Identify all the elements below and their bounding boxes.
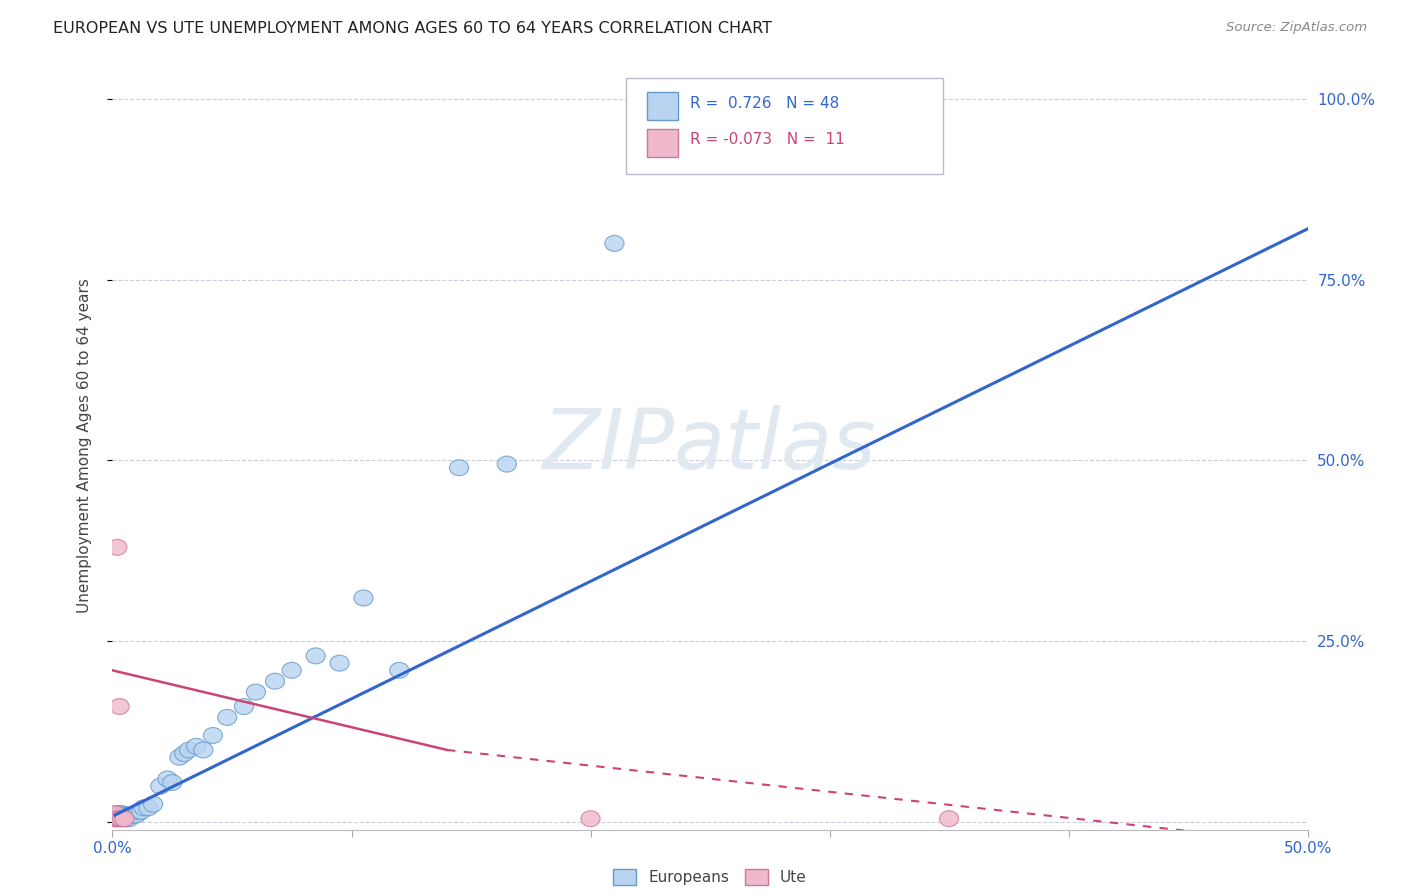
Ellipse shape [163, 774, 181, 790]
Ellipse shape [108, 811, 127, 827]
Ellipse shape [105, 808, 125, 824]
Ellipse shape [266, 673, 284, 690]
Ellipse shape [115, 807, 134, 823]
Ellipse shape [354, 590, 373, 606]
Ellipse shape [605, 235, 624, 252]
Ellipse shape [939, 811, 959, 827]
Ellipse shape [117, 807, 136, 823]
Text: ZIPatlas: ZIPatlas [543, 406, 877, 486]
Y-axis label: Unemployment Among Ages 60 to 64 years: Unemployment Among Ages 60 to 64 years [77, 278, 91, 614]
Ellipse shape [112, 811, 132, 827]
Ellipse shape [105, 808, 125, 824]
Text: R = -0.073   N =  11: R = -0.073 N = 11 [690, 132, 845, 147]
Ellipse shape [581, 811, 600, 827]
Ellipse shape [246, 684, 266, 700]
Ellipse shape [235, 698, 253, 714]
Ellipse shape [132, 804, 150, 820]
Ellipse shape [120, 807, 139, 823]
Ellipse shape [110, 805, 129, 822]
Ellipse shape [129, 804, 149, 820]
Ellipse shape [450, 459, 468, 475]
Ellipse shape [127, 807, 146, 823]
Text: EUROPEAN VS UTE UNEMPLOYMENT AMONG AGES 60 TO 64 YEARS CORRELATION CHART: EUROPEAN VS UTE UNEMPLOYMENT AMONG AGES … [53, 21, 772, 37]
Bar [647, 93, 678, 120]
Text: R =  0.726   N = 48: R = 0.726 N = 48 [690, 95, 839, 111]
Ellipse shape [105, 811, 125, 827]
Ellipse shape [110, 811, 129, 827]
Ellipse shape [108, 811, 127, 827]
Ellipse shape [180, 742, 198, 758]
Ellipse shape [110, 811, 129, 827]
Ellipse shape [125, 807, 143, 823]
Ellipse shape [120, 811, 139, 827]
Ellipse shape [108, 805, 127, 822]
Ellipse shape [157, 771, 177, 787]
Ellipse shape [204, 728, 222, 743]
Ellipse shape [174, 746, 194, 762]
Ellipse shape [283, 663, 301, 678]
Ellipse shape [112, 811, 132, 827]
Ellipse shape [117, 811, 136, 827]
Ellipse shape [170, 749, 188, 765]
Ellipse shape [139, 800, 157, 816]
Bar [647, 129, 678, 157]
Ellipse shape [498, 456, 516, 472]
Ellipse shape [115, 811, 134, 827]
Ellipse shape [112, 808, 132, 824]
Ellipse shape [112, 805, 132, 822]
Ellipse shape [307, 648, 325, 664]
FancyBboxPatch shape [627, 78, 943, 174]
Ellipse shape [105, 811, 125, 827]
Ellipse shape [150, 778, 170, 794]
Ellipse shape [330, 655, 349, 671]
Ellipse shape [105, 807, 125, 823]
Ellipse shape [218, 709, 236, 725]
Ellipse shape [134, 800, 153, 816]
Ellipse shape [115, 811, 134, 827]
Ellipse shape [110, 698, 129, 714]
Ellipse shape [122, 807, 141, 823]
Ellipse shape [143, 797, 163, 813]
Ellipse shape [187, 739, 205, 755]
Ellipse shape [108, 540, 127, 556]
Ellipse shape [108, 807, 127, 823]
Ellipse shape [110, 808, 129, 824]
Legend: Europeans, Ute: Europeans, Ute [607, 863, 813, 891]
Ellipse shape [108, 808, 127, 824]
Ellipse shape [194, 742, 212, 758]
Ellipse shape [389, 663, 409, 678]
Text: Source: ZipAtlas.com: Source: ZipAtlas.com [1226, 21, 1367, 35]
Ellipse shape [105, 805, 125, 822]
